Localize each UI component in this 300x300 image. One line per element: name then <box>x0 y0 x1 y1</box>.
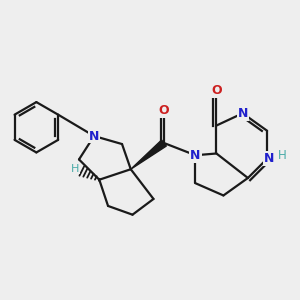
Polygon shape <box>131 140 167 169</box>
Text: N: N <box>190 149 201 162</box>
Text: N: N <box>89 130 99 142</box>
Text: O: O <box>159 104 169 117</box>
Text: H: H <box>71 164 80 173</box>
Text: O: O <box>211 84 222 97</box>
Text: N: N <box>264 152 274 165</box>
Text: H: H <box>278 149 286 162</box>
Text: N: N <box>238 107 248 120</box>
